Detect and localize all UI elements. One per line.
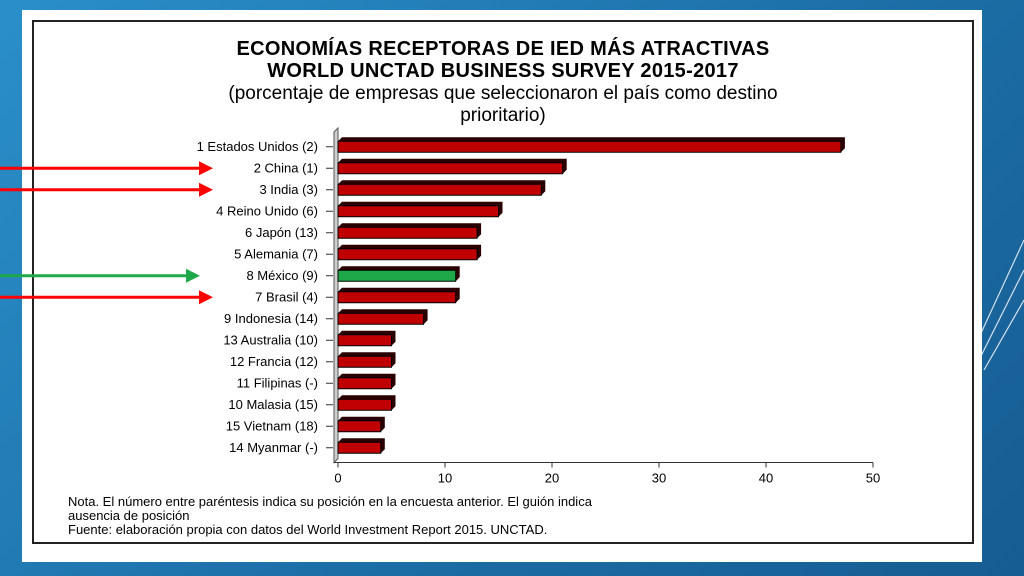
chart-note-line-2: ausencia de posición — [68, 508, 190, 523]
category-label-14-myanmar: 14 Myanmar (-) — [229, 440, 318, 455]
category-label-7-brasil-4: 7 Brasil (4) — [255, 289, 318, 304]
category-label-3-india-3: 3 India (3) — [259, 182, 318, 197]
bar-5-alemania-7 — [337, 248, 478, 261]
arrow-head-2-china-1 — [199, 161, 213, 176]
category-label-13-australia-10: 13 Australia (10) — [223, 332, 318, 347]
category-label-6-japon-13: 6 Japón (13) — [245, 225, 318, 240]
x-tick-label-30: 30 — [652, 471, 666, 486]
chart-subtitle-line-1: (porcentaje de empresas que seleccionaro… — [228, 83, 778, 104]
bar-8-mexico-9 — [337, 269, 457, 282]
chart-note-line-1: Nota. El número entre paréntesis indica … — [68, 494, 592, 509]
chart-source-line: Fuente: elaboración propia con datos del… — [68, 522, 548, 537]
category-label-15-vietnam-18: 15 Vietnam (18) — [226, 418, 318, 433]
chart-frame: ECONOMÍAS RECEPTORAS DE IED MÁS ATRACTIV… — [32, 20, 974, 544]
arrow-head-8-mexico-9 — [186, 268, 200, 283]
bar-14-myanmar — [337, 441, 382, 454]
bar-9-indonesia-14 — [337, 312, 425, 325]
bar-6-japon-13 — [337, 226, 478, 239]
bar-4-reino-unido-6 — [337, 205, 499, 218]
category-label-4-reino-unido-6: 4 Reino Unido (6) — [216, 203, 318, 218]
x-tick-label-40: 40 — [759, 471, 773, 486]
category-label-8-mexico-9: 8 México (9) — [246, 268, 318, 283]
category-label-5-alemania-7: 5 Alemania (7) — [234, 246, 318, 261]
bar-2-china-1 — [337, 162, 564, 175]
bar-7-brasil-4 — [337, 291, 457, 304]
bar-10-malasia-15 — [337, 398, 392, 411]
arrow-head-3-india-3 — [199, 182, 213, 197]
chart-title-line-2: WORLD UNCTAD BUSINESS SURVEY 2015-2017 — [267, 60, 739, 82]
chart-subtitle-line-2: prioritario) — [460, 105, 546, 126]
bar-1-estados-unidos-2 — [337, 140, 842, 153]
x-tick-label-10: 10 — [438, 471, 452, 486]
bar-15-vietnam-18 — [337, 420, 382, 433]
bar-13-australia-10 — [337, 334, 392, 347]
bar-3-india-3 — [337, 183, 542, 196]
category-label-9-indonesia-14: 9 Indonesia (14) — [224, 311, 318, 326]
bar-11-filipinas — [337, 377, 392, 390]
category-label-2-china-1: 2 China (1) — [254, 160, 318, 175]
category-label-11-filipinas: 11 Filipinas (-) — [237, 375, 318, 390]
bar-12-francia-12 — [337, 355, 392, 368]
x-tick-label-50: 50 — [866, 471, 880, 486]
category-label-12-francia-12: 12 Francia (12) — [230, 354, 318, 369]
chart-title-line-1: ECONOMÍAS RECEPTORAS DE IED MÁS ATRACTIV… — [236, 38, 770, 60]
category-label-1-estados-unidos-2: 1 Estados Unidos (2) — [197, 139, 318, 154]
axis-wall — [333, 126, 339, 464]
x-tick-label-0: 0 — [334, 471, 341, 486]
category-label-10-malasia-15: 10 Malasia (15) — [228, 397, 318, 412]
x-tick-label-20: 20 — [545, 471, 559, 486]
arrow-head-7-brasil-4 — [199, 290, 213, 305]
